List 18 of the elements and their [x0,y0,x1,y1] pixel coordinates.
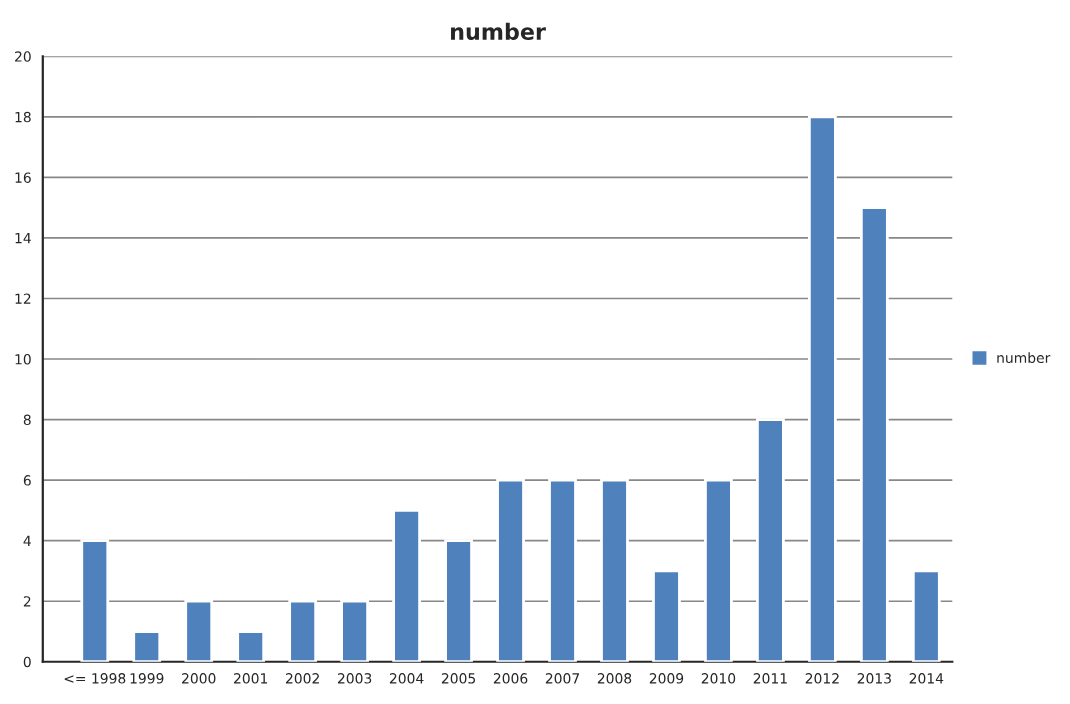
bar [859,206,889,662]
bar [756,418,785,662]
bar [807,115,837,662]
bar [392,509,421,662]
bar [340,599,370,662]
bar [288,599,318,662]
bar [184,599,214,662]
bar [548,478,577,662]
bar [911,569,941,662]
bar [80,539,110,662]
bar [236,630,266,662]
bar [704,478,733,662]
chart-title: number [451,22,546,40]
bar [444,539,473,662]
bar [496,478,525,662]
bar [600,478,629,662]
bar [652,569,681,662]
bar [132,630,162,662]
